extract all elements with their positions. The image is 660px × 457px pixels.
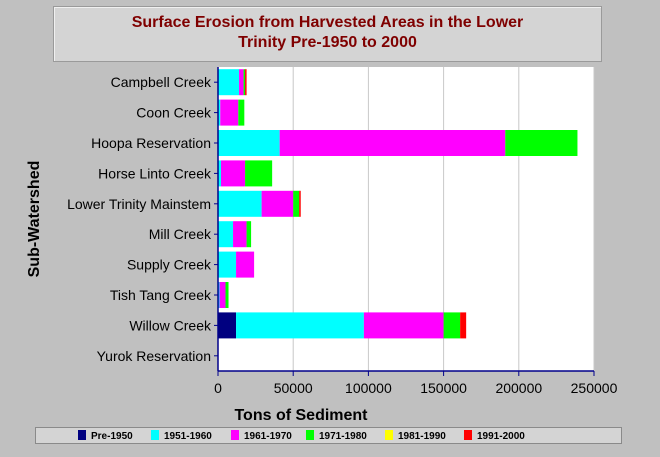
bar-segment	[460, 312, 467, 339]
bar-segment	[443, 312, 461, 339]
bar-segment	[233, 221, 247, 248]
bar-segment	[218, 282, 220, 308]
chart-title-box: Surface Erosion from Harvested Areas in …	[53, 6, 602, 62]
bar-segment	[246, 221, 252, 248]
legend-swatch	[385, 430, 393, 440]
y-tick-label: Yurok Reservation	[97, 348, 211, 364]
bar-segment	[293, 190, 300, 217]
bar-segment	[239, 69, 244, 96]
bar-segment	[245, 69, 247, 96]
legend-swatch	[151, 430, 159, 440]
x-tick-label: 250000	[571, 380, 618, 396]
x-tick-label: 50000	[274, 380, 313, 396]
chart-title-line-1: Surface Erosion from Harvested Areas in …	[131, 14, 524, 31]
y-axis-title: Sub-Watershed	[26, 161, 43, 278]
bar-segment	[218, 69, 240, 96]
bar-segment	[279, 130, 506, 156]
y-tick-label: Campbell Creek	[111, 74, 212, 90]
bar-segment	[363, 312, 444, 339]
legend-swatch	[464, 430, 472, 440]
bar-segment	[505, 130, 578, 156]
y-tick-label: Hoopa Reservation	[91, 135, 211, 151]
y-tick-label: Mill Creek	[149, 226, 212, 242]
x-tick-label: 0	[214, 380, 222, 396]
y-tick-label: Coon Creek	[136, 105, 212, 121]
bar-segment	[218, 160, 222, 187]
bar-segment	[219, 282, 226, 308]
x-axis-title: Tons of Sediment	[234, 407, 368, 424]
legend-label: 1981-1990	[398, 431, 446, 442]
bar-segment	[218, 312, 237, 339]
bar-segment	[218, 99, 221, 126]
y-tick-label: Willow Creek	[129, 317, 212, 333]
bar-segment	[225, 282, 229, 308]
legend-label: 1991-2000	[477, 431, 525, 442]
bar-segment	[218, 251, 237, 278]
legend-box	[35, 427, 622, 444]
legend-swatch	[78, 430, 86, 440]
bar-segment	[243, 69, 246, 96]
y-tick-label: Tish Tang Creek	[110, 287, 212, 303]
bar-segment	[220, 99, 239, 126]
x-tick-label: 100000	[345, 380, 392, 396]
y-tick-label: Supply Creek	[127, 257, 212, 273]
bar-segment	[238, 99, 245, 126]
bar-segment	[299, 190, 301, 217]
legend-label: 1971-1980	[319, 431, 367, 442]
legend-swatch	[306, 430, 314, 440]
bar-segment	[245, 160, 273, 187]
legend-label: Pre-1950	[91, 431, 133, 442]
legend-label: 1961-1970	[244, 431, 292, 442]
bar-segment	[261, 190, 294, 217]
bar-segment	[236, 251, 255, 278]
y-tick-label: Lower Trinity Mainstem	[67, 196, 211, 212]
bar-segment	[221, 160, 246, 187]
x-tick-label: 150000	[420, 380, 467, 396]
y-tick-label: Horse Linto Creek	[98, 165, 212, 181]
bar-segment	[236, 312, 364, 339]
bar-segment	[218, 221, 234, 248]
legend-label: 1951-1960	[164, 431, 212, 442]
bar-segment	[218, 130, 280, 156]
legend-swatch	[231, 430, 239, 440]
x-tick-label: 200000	[495, 380, 542, 396]
bar-segment	[218, 190, 262, 217]
chart-title-line-2: Trinity Pre-1950 to 2000	[238, 34, 417, 51]
